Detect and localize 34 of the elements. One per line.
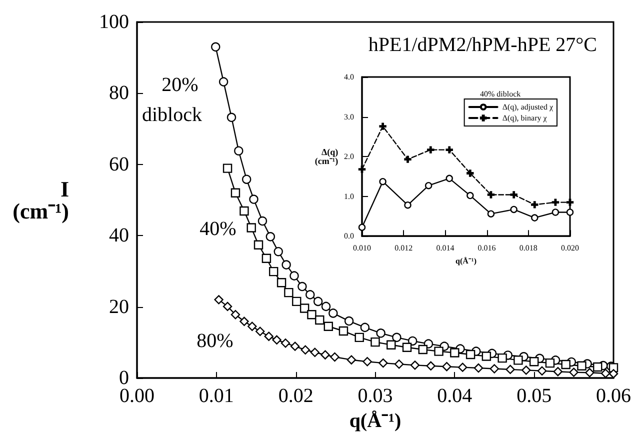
text: 40% diblock [480, 90, 521, 98]
y-tick-label: 2.0 [344, 152, 354, 162]
x-tick-label: 0.018 [519, 244, 538, 253]
annotation: diblock [142, 104, 202, 126]
y-tick-label: 1.0 [344, 192, 354, 201]
y-tick-label: 4.0 [344, 72, 354, 82]
annotation: 20% [162, 74, 198, 96]
legend-label: Δ(q), adjusted χ [502, 102, 554, 112]
x-tick-label: 0.014 [436, 244, 454, 253]
y-axis-title: Δ(q) (cm⁻¹) [314, 147, 338, 166]
x-tick-label: 0.04 [437, 385, 472, 407]
x-tick-label: 0.012 [394, 244, 413, 253]
y-tick-label: 20 [109, 296, 129, 318]
x-axis-title: q(Å⁻¹) [456, 256, 477, 266]
x-tick-label: 0.02 [278, 385, 314, 407]
x-tick-label: 0.016 [478, 244, 496, 253]
x-tick-label: 0.05 [516, 385, 552, 407]
annotation: 40% [200, 218, 236, 240]
y-axis-title: I (cm⁻¹) [12, 176, 69, 224]
text: hPE1/dPM2/hPM-hPE 27°C [368, 34, 598, 56]
x-tick-label: 0.010 [353, 244, 371, 253]
x-tick-label: 0.01 [198, 385, 234, 407]
x-axis-title: q(Å⁻¹) [349, 410, 402, 432]
y-tick-label: 80 [109, 82, 129, 104]
legend-label: Δ(q), binary χ [502, 114, 548, 122]
y-tick-label: 60 [109, 153, 129, 176]
x-tick-label: 0.03 [358, 385, 393, 407]
y-tick-label: 0.0 [344, 232, 354, 241]
x-tick-label: 0.020 [561, 244, 579, 253]
y-tick-label: 40 [109, 224, 129, 247]
y-tick-label: 100 [99, 11, 129, 33]
y-tick-label: 3.0 [344, 112, 354, 122]
annotation: 80% [196, 330, 234, 352]
x-tick-label: 0.06 [596, 385, 631, 407]
